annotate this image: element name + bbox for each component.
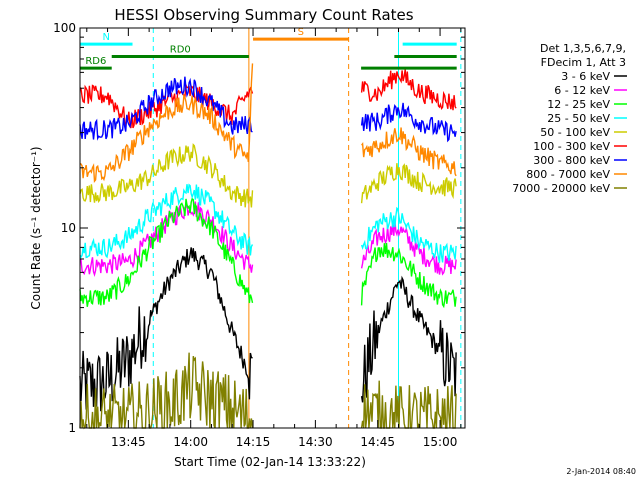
legend: Det 1,3,5,6,7,9, FDecim 1, Att 3 3 - 6 k… [512, 42, 627, 195]
legend-label-8: 7000 - 20000 keV [512, 182, 610, 195]
x-tick-label-2: 14:15 [236, 435, 271, 449]
legend-label-7: 800 - 7000 keV [526, 168, 610, 181]
legend-label-0: 3 - 6 keV [561, 70, 610, 83]
x-tick-label-4: 14:45 [360, 435, 395, 449]
series-line-1 [79, 201, 457, 278]
x-tick-label-5: 15:00 [423, 435, 458, 449]
legend-label-1: 6 - 12 keV [554, 84, 610, 97]
series-line-5 [79, 69, 457, 129]
legend-label-2: 12 - 25 keV [547, 98, 610, 111]
series-line-3 [79, 183, 457, 263]
series-line-2 [79, 197, 457, 309]
legend-label-4: 50 - 100 keV [540, 126, 610, 139]
axes: 1 10 100 13:45 14:00 14:15 14:30 14:45 15:00 [53, 21, 466, 449]
annotation-label-1: RD0 [170, 45, 191, 56]
series-line-6 [79, 76, 457, 143]
chart-title: HESSI Observing Summary Count Rates [114, 6, 413, 24]
annotation-label-6: S [298, 27, 304, 38]
annotation-label-2: RD6 [85, 56, 106, 67]
series-line-4 [79, 143, 457, 208]
y-tick-label-1: 10 [61, 221, 76, 235]
x-tick-label-1: 14:00 [173, 435, 208, 449]
legend-label-3: 25 - 50 keV [547, 112, 610, 125]
x-tick-label-0: 13:45 [111, 435, 146, 449]
series-line-7 [79, 63, 457, 183]
legend-label-5: 100 - 300 keV [533, 140, 610, 153]
y-tick-label-2: 100 [53, 21, 76, 35]
annotation-label-0: N [103, 32, 110, 43]
x-axis-label: Start Time (02-Jan-14 13:33:22) [174, 455, 366, 469]
x-tick-label-3: 14:30 [298, 435, 333, 449]
series-line-8 [79, 352, 457, 430]
legend-label-6: 300 - 800 keV [533, 154, 610, 167]
plot-area [79, 28, 462, 430]
annotation-bars: N RD0 RD6 S [80, 27, 457, 70]
y-axis-label: Count Rate (s⁻¹ detector⁻¹) [29, 146, 43, 309]
y-tick-label-0: 1 [68, 421, 76, 435]
legend-header-line-2: FDecim 1, Att 3 [541, 56, 626, 69]
series-line-0 [79, 247, 457, 412]
plot-timestamp: 2-Jan-2014 08:40 [566, 467, 636, 476]
legend-header-line-1: Det 1,3,5,6,7,9, [540, 42, 626, 55]
